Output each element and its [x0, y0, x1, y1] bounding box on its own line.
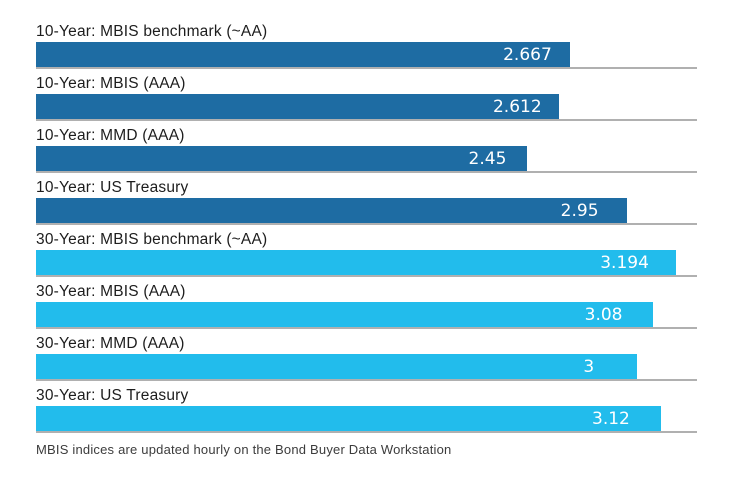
category-label: 10-Year: MMD (AAA): [36, 127, 185, 144]
bar-value-label: 2.45: [468, 148, 507, 169]
chart-row: 10-Year: MMD (AAA) 2.45: [36, 126, 697, 173]
bar-10yr-mmd-aaa: 2.45: [36, 146, 527, 171]
bar-track: 2.95: [36, 198, 697, 225]
bar-value-label: 2.667: [503, 44, 552, 65]
bar-30yr-us-treasury: 3.12: [36, 406, 661, 431]
bar-30yr-mbis-aaa: 3.08: [36, 302, 653, 327]
bar-track: 3.194: [36, 250, 697, 277]
bar-value-label: 3.08: [584, 304, 623, 325]
chart-row: 10-Year: US Treasury 2.95: [36, 178, 697, 225]
bar-track: 2.45: [36, 146, 697, 173]
bar-track: 3: [36, 354, 697, 381]
chart-row: 30-Year: MBIS benchmark (~AA) 3.194: [36, 230, 697, 277]
category-label: 30-Year: MBIS (AAA): [36, 283, 186, 300]
bar-chart: 10-Year: MBIS benchmark (~AA) 2.667 10-Y…: [36, 22, 697, 433]
bar-30yr-mbis-benchmark: 3.194: [36, 250, 676, 275]
bar-track: 3.08: [36, 302, 697, 329]
chart-row: 30-Year: MBIS (AAA) 3.08: [36, 282, 697, 329]
category-label: 10-Year: US Treasury: [36, 179, 189, 196]
bar-10yr-us-treasury: 2.95: [36, 198, 627, 223]
bar-track: 2.612: [36, 94, 697, 121]
category-label: 10-Year: MBIS (AAA): [36, 75, 186, 92]
bar-value-label: 2.95: [560, 200, 599, 221]
chart-row: 10-Year: MBIS (AAA) 2.612: [36, 74, 697, 121]
bar-value-label: 2.612: [492, 96, 542, 117]
bar-value-label: 3.12: [592, 408, 630, 429]
chart-footnote: MBIS indices are updated hourly on the B…: [36, 442, 452, 457]
bar-value-label: 3: [583, 356, 595, 377]
category-label: 30-Year: MMD (AAA): [36, 335, 185, 352]
bar-value-label: 3.194: [600, 252, 649, 273]
chart-row: 10-Year: MBIS benchmark (~AA) 2.667: [36, 22, 697, 69]
chart-row: 30-Year: US Treasury 3.12: [36, 386, 697, 433]
bar-10yr-mbis-benchmark: 2.667: [36, 42, 571, 67]
bar-track: 2.667: [36, 42, 697, 69]
bar-10yr-mbis-aaa: 2.612: [36, 94, 560, 119]
category-label: 30-Year: US Treasury: [36, 387, 189, 404]
bar-30yr-mmd-aaa: 3: [36, 354, 637, 379]
category-label: 30-Year: MBIS benchmark (~AA): [36, 231, 268, 248]
bar-track: 3.12: [36, 406, 697, 433]
category-label: 10-Year: MBIS benchmark (~AA): [36, 23, 268, 40]
chart-row: 30-Year: MMD (AAA) 3: [36, 334, 697, 381]
